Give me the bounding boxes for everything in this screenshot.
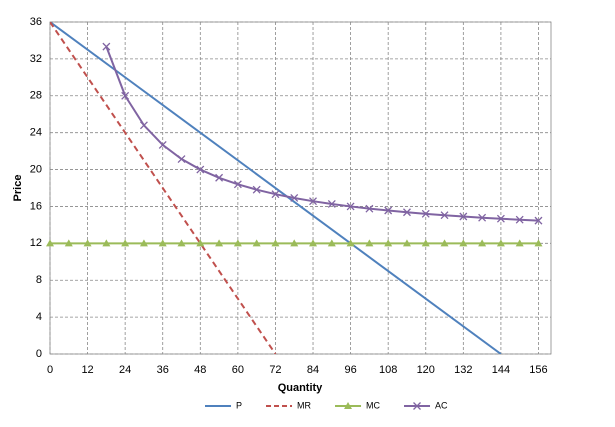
- point: [403, 208, 411, 217]
- point: [102, 239, 111, 247]
- y-tick-label: 36: [30, 16, 42, 28]
- x-axis-title: Quantity: [278, 382, 323, 394]
- point: [459, 239, 468, 247]
- x-tick-label: 60: [232, 364, 244, 376]
- point: [327, 199, 336, 208]
- point: [309, 239, 318, 247]
- point: [421, 209, 430, 218]
- point: [196, 165, 205, 174]
- y-tick-label: 4: [36, 311, 42, 323]
- y-tick-label: 8: [36, 274, 42, 286]
- legend-label: P: [236, 400, 242, 410]
- point: [215, 173, 224, 182]
- legend-label: AC: [435, 400, 448, 410]
- point: [384, 206, 393, 215]
- point: [252, 185, 261, 194]
- legend-marker: [413, 402, 421, 410]
- point: [139, 121, 148, 130]
- point: [139, 239, 148, 247]
- y-tick-label: 16: [30, 200, 42, 212]
- point: [309, 197, 317, 206]
- x-tick-label: 144: [492, 364, 510, 376]
- y-axis-title: Price: [12, 175, 24, 202]
- point: [271, 239, 280, 247]
- x-tick-label: 72: [269, 364, 281, 376]
- x-tick-label: 12: [81, 364, 93, 376]
- series-line: [50, 22, 277, 354]
- point: [515, 239, 524, 247]
- legend-label: MC: [366, 400, 380, 410]
- point: [177, 155, 186, 164]
- point: [158, 140, 167, 149]
- point: [64, 239, 73, 247]
- point: [365, 204, 374, 213]
- point: [271, 190, 280, 199]
- y-tick-label: 12: [30, 237, 42, 249]
- x-tick-label: 132: [454, 364, 472, 376]
- point: [346, 239, 355, 247]
- x-tick-label: 96: [344, 364, 356, 376]
- point: [496, 239, 505, 247]
- point: [421, 239, 430, 247]
- point: [121, 91, 130, 100]
- legend-marker: [344, 402, 353, 409]
- x-tick-label: 36: [157, 364, 169, 376]
- point: [215, 239, 224, 247]
- point: [233, 180, 242, 189]
- point: [478, 239, 487, 247]
- point: [440, 211, 449, 220]
- x-tick-label: 0: [47, 364, 53, 376]
- point: [440, 239, 449, 247]
- legend-label: MR: [297, 400, 311, 410]
- point: [534, 216, 543, 225]
- point: [402, 239, 411, 247]
- y-tick-label: 32: [30, 53, 42, 65]
- point: [83, 239, 92, 247]
- point: [233, 239, 242, 247]
- x-tick-label: 48: [194, 364, 206, 376]
- point: [346, 202, 355, 211]
- point: [290, 239, 299, 247]
- x-tick-label: 108: [379, 364, 397, 376]
- point: [534, 239, 543, 247]
- point: [102, 42, 111, 51]
- series-line: [50, 22, 502, 354]
- series-line: [105, 46, 539, 222]
- point: [365, 239, 374, 247]
- point: [252, 239, 261, 247]
- x-tick-label: 156: [529, 364, 547, 376]
- point: [496, 214, 505, 223]
- point: [290, 194, 299, 202]
- y-tick-label: 0: [36, 348, 42, 360]
- y-tick-label: 28: [30, 90, 42, 102]
- x-tick-label: 120: [417, 364, 435, 376]
- point: [46, 239, 54, 247]
- x-tick-label: 24: [119, 364, 131, 376]
- point: [478, 213, 487, 222]
- point: [177, 239, 186, 247]
- plot-border: [49, 21, 552, 355]
- x-tick-label: 84: [307, 364, 319, 376]
- y-tick-label: 20: [30, 163, 42, 175]
- point: [121, 239, 130, 247]
- point: [515, 215, 524, 224]
- point: [196, 239, 205, 247]
- point: [384, 239, 393, 247]
- point: [327, 239, 336, 247]
- point: [158, 239, 167, 247]
- point: [459, 212, 468, 221]
- y-tick-label: 24: [30, 127, 42, 139]
